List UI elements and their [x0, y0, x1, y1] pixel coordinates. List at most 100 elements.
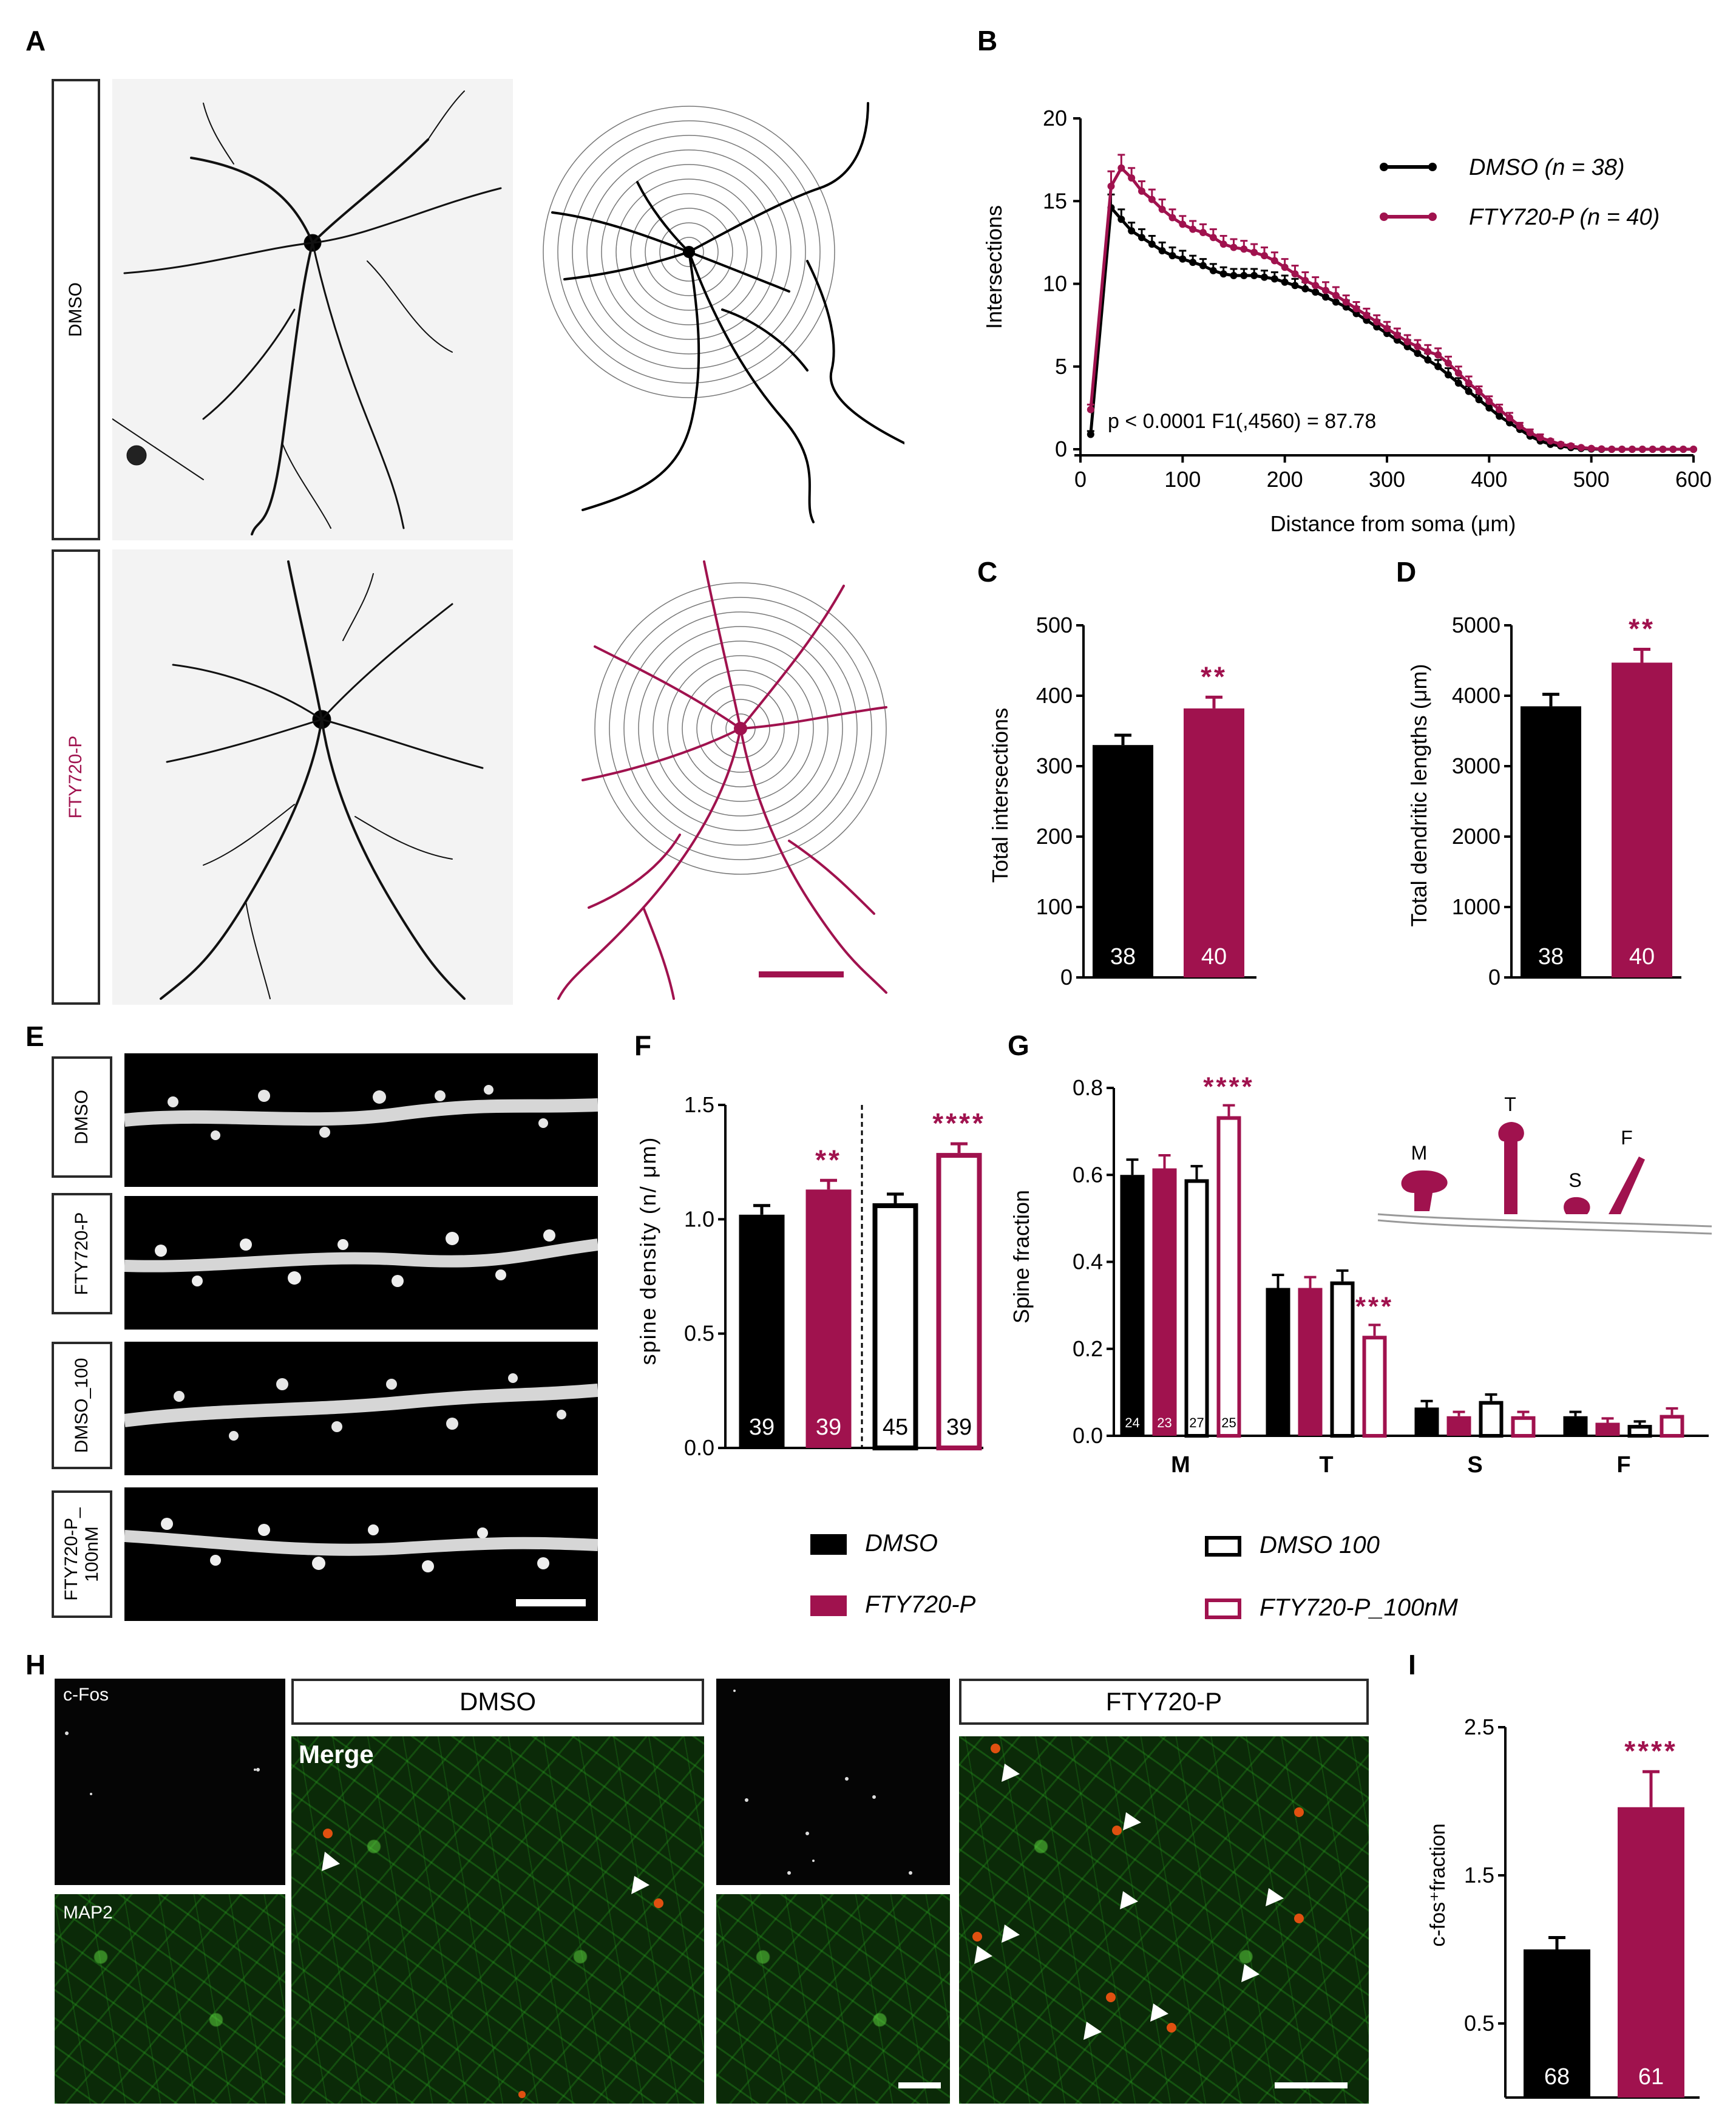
row-label-box-dmso: DMSO — [52, 79, 100, 540]
bar-2 — [1627, 1425, 1652, 1438]
data-point — [1158, 247, 1166, 254]
data-point — [1363, 311, 1371, 319]
legend-label: FTY720-P (n = 40) — [1469, 205, 1660, 230]
merge-image-fty — [959, 1736, 1369, 2104]
y-tick-label: 2.5 — [1464, 1714, 1494, 1739]
legend-marker — [1380, 212, 1388, 221]
category-label: S — [1467, 1452, 1482, 1478]
data-point — [1087, 406, 1094, 413]
n-label: 24 — [1125, 1415, 1139, 1430]
data-point — [1465, 387, 1473, 395]
data-point — [1230, 271, 1238, 279]
data-point — [1465, 379, 1473, 387]
data-point — [1629, 446, 1636, 453]
data-point — [1332, 298, 1340, 306]
spine-row-label-fty100: FTY720-P_ 100nM — [61, 1507, 102, 1601]
data-point — [1199, 262, 1207, 270]
n-label: 68 — [1544, 2064, 1570, 2090]
spine-row-box-dmso100: DMSO_100 — [52, 1342, 112, 1469]
bar-0 — [739, 1214, 785, 1448]
row-label-box-fty: FTY720-P — [52, 549, 100, 1005]
bar-3 — [1362, 1336, 1387, 1438]
panel-label-h: H — [25, 1649, 46, 1680]
y-tick-label: 20 — [1043, 106, 1067, 131]
data-point — [1434, 362, 1442, 370]
chart-f-ylabel: spine density (n/ μm) — [636, 1136, 660, 1365]
bar-1 — [1612, 662, 1672, 977]
data-point — [1281, 263, 1289, 271]
chart-d-ylabel: Total dendritic lengths (μm) — [1406, 664, 1431, 927]
data-point — [1219, 270, 1227, 278]
chart-c-ylabel: Total intersections — [988, 708, 1012, 883]
data-point — [1567, 442, 1575, 450]
data-point — [1496, 412, 1504, 420]
spine-row-label-dmso100: DMSO_100 — [72, 1357, 92, 1453]
legend-label-fty: FTY720-P — [865, 1591, 976, 1618]
y-tick-label: 0.5 — [684, 1321, 714, 1346]
n-label: 45 — [883, 1415, 908, 1440]
sholl-trace-fty — [557, 560, 887, 1000]
significance-mark: **** — [1624, 1735, 1678, 1767]
n-label: 23 — [1157, 1415, 1171, 1430]
panel-label-g: G — [1008, 1030, 1029, 1061]
data-point — [1250, 271, 1258, 279]
panel-label-a: A — [25, 25, 46, 56]
y-tick-label: 0 — [1488, 965, 1500, 990]
y-tick-label: 10 — [1043, 271, 1067, 296]
data-point — [1240, 245, 1248, 253]
y-tick-label: 0.6 — [1073, 1162, 1103, 1187]
bar-3 — [1511, 1416, 1536, 1438]
data-point — [1352, 305, 1360, 313]
chart-b-legend: DMSO (n = 38) FTY720-P (n = 40) — [1380, 155, 1660, 230]
data-point — [1414, 343, 1422, 351]
data-point — [1516, 422, 1524, 430]
spine-morphology-inset — [1377, 1122, 1712, 1235]
cfos-label-dmso: c-Fos — [63, 1685, 109, 1705]
y-tick-label: 1000 — [1452, 894, 1500, 919]
chart-b-xlabel: Distance from soma (μm) — [1270, 511, 1516, 536]
y-tick-label: 400 — [1036, 683, 1073, 708]
data-point — [1445, 359, 1452, 367]
scale-bar-h1 — [898, 2082, 941, 2088]
data-point — [1312, 288, 1320, 296]
data-point — [1475, 387, 1483, 395]
data-point — [1179, 255, 1187, 263]
y-tick-label: 4000 — [1452, 683, 1500, 708]
data-point — [1138, 187, 1145, 195]
significance-mark: ** — [1629, 613, 1655, 644]
merge-image-dmso: Merge — [291, 1736, 704, 2104]
bar-0 — [1120, 1175, 1145, 1436]
legend-label: DMSO (n = 38) — [1469, 155, 1625, 180]
bar-1 — [1595, 1422, 1620, 1436]
n-label: 61 — [1638, 2064, 1664, 2090]
data-point — [1485, 397, 1493, 405]
spine-density-chart: spine density (n/ μm) 0.0 0.5 1.0 1.5 39 39 **… — [636, 1092, 986, 1460]
data-point — [1475, 396, 1483, 404]
data-point — [1250, 248, 1258, 256]
data-point — [1199, 229, 1207, 237]
row-label-dmso: DMSO — [66, 282, 86, 337]
significance-mark: **** — [932, 1107, 986, 1139]
data-point — [1312, 282, 1320, 290]
y-tick-label: 200 — [1036, 824, 1073, 849]
total-dendritic-length-chart: Total dendritic lengths (μm) 0 1000 2000 30… — [1406, 613, 1681, 990]
chart-b-annotation: p < 0.0001 F1(,4560) = 87.78 — [1108, 410, 1376, 433]
n-label: 39 — [816, 1415, 841, 1440]
y-tick-label: 0.0 — [1073, 1423, 1103, 1448]
inset-label: F — [1621, 1127, 1633, 1149]
data-point — [1536, 433, 1544, 441]
data-point — [1270, 275, 1278, 283]
data-point — [1168, 252, 1176, 260]
data-point — [1301, 285, 1309, 293]
cfos-image-dmso: c-Fos — [55, 1679, 285, 1885]
legend-marker — [1380, 163, 1388, 171]
panel-label-b: B — [977, 25, 998, 56]
data-point — [1281, 278, 1289, 286]
spine-image-fty — [124, 1196, 598, 1330]
data-point — [1301, 277, 1309, 285]
legend-label-dmso: DMSO — [865, 1530, 938, 1557]
panel-label-d: D — [1396, 556, 1417, 588]
x-tick-label: 200 — [1267, 467, 1303, 492]
data-point — [1393, 331, 1401, 339]
n-label: 25 — [1221, 1415, 1236, 1430]
